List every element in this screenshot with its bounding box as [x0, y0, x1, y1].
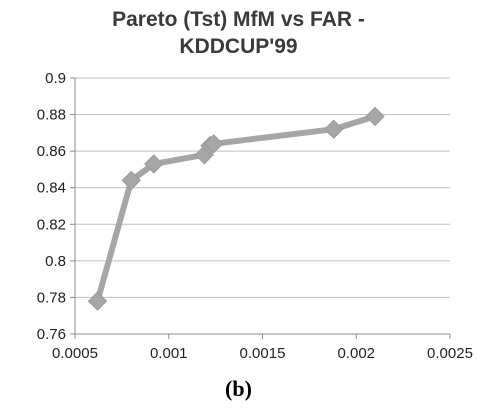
data-point-marker	[144, 154, 164, 174]
panel-label: (b)	[225, 376, 252, 401]
data-point-marker	[204, 134, 224, 154]
data-point-marker	[365, 106, 385, 127]
chart-title-line-2: KDDCUP'99	[179, 35, 298, 58]
y-tick-label: 0.9	[45, 70, 66, 87]
chart-title: Pareto (Tst) MfM vs FAR - KDDCUP'99	[0, 6, 477, 60]
series-line	[94, 113, 378, 305]
y-tick-label: 0.84	[37, 180, 66, 197]
data-point-marker	[324, 119, 344, 139]
x-tick-label: 0.0005	[52, 345, 98, 362]
data-point-marker	[87, 291, 108, 311]
x-tick-label: 0.001	[150, 345, 188, 362]
y-tick-label: 0.76	[37, 326, 66, 343]
x-tick-label: 0.0015	[240, 345, 286, 362]
y-tick-label: 0.78	[37, 289, 66, 306]
y-tick-label: 0.82	[37, 216, 66, 233]
chart-title-line-1: Pareto (Tst) MfM vs FAR -	[112, 8, 365, 31]
x-tick-label: 0.0025	[427, 345, 473, 362]
x-tick-label: 0.002	[337, 345, 375, 362]
y-tick-label: 0.88	[37, 107, 66, 124]
y-tick-label: 0.86	[37, 143, 66, 160]
data-point-marker	[121, 170, 141, 191]
y-tick-label: 0.8	[45, 253, 66, 270]
